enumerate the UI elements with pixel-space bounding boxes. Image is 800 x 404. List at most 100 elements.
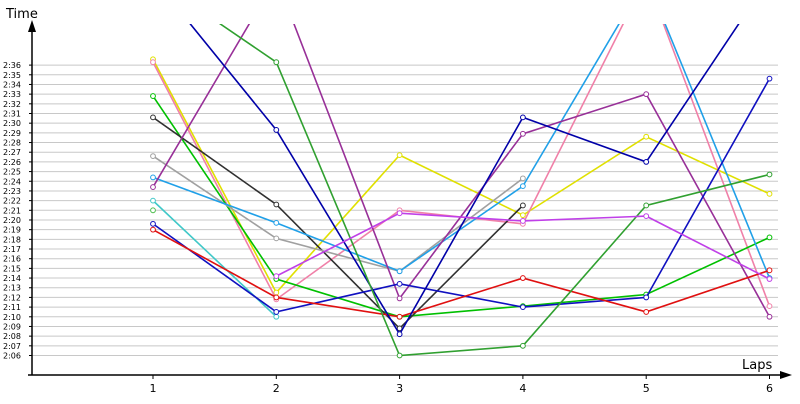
series-1-point xyxy=(643,133,650,140)
y-tick-label: 2:17 xyxy=(3,245,21,254)
y-tick-label: 2:27 xyxy=(3,148,21,157)
x-tick-label: 5 xyxy=(643,382,650,395)
series-13-point xyxy=(273,59,280,66)
series-13-line xyxy=(218,24,770,357)
series-10-point xyxy=(766,75,773,82)
y-tick-label: 2:29 xyxy=(3,129,21,138)
series-11-point xyxy=(643,309,650,315)
series-4-point xyxy=(150,114,156,121)
series-1-point xyxy=(766,190,773,197)
series-6-point xyxy=(520,183,526,190)
series-14 xyxy=(273,210,773,282)
x-axis-title: Laps xyxy=(742,358,772,373)
series-13-point xyxy=(766,171,773,178)
series-14-point xyxy=(766,276,773,282)
series-13-point xyxy=(520,342,526,349)
y-tick-label: 2:13 xyxy=(3,284,21,293)
series-7-point xyxy=(396,295,403,302)
y-tick-label: 2:20 xyxy=(3,216,21,225)
series-10-point xyxy=(396,280,403,287)
series-5-point xyxy=(150,153,156,159)
series-8-point xyxy=(273,313,280,320)
series-1-point xyxy=(396,152,403,159)
series-3-point xyxy=(766,234,773,241)
x-tick-label: 3 xyxy=(396,382,403,395)
series-1 xyxy=(150,56,773,296)
y-tick-label: 2:32 xyxy=(3,100,21,109)
x-tick-label: 2 xyxy=(273,382,280,395)
series-12-point xyxy=(520,114,526,121)
series-5-point xyxy=(520,175,526,182)
series-2-line xyxy=(152,24,771,307)
y-tick-label: 2:25 xyxy=(3,168,21,177)
y-tick-label: 2:19 xyxy=(3,226,21,235)
y-tick-label: 2:14 xyxy=(3,274,21,283)
y-tick-label: 2:11 xyxy=(3,303,21,312)
series-6 xyxy=(150,24,773,281)
series-11-point xyxy=(766,267,773,274)
series-4-point xyxy=(273,201,280,208)
series-12-point xyxy=(273,127,280,133)
y-tick-label: 2:12 xyxy=(3,293,21,302)
y-tick-label: 2:06 xyxy=(3,352,21,361)
series-6-line xyxy=(152,24,771,279)
y-axis-title: Time xyxy=(5,7,38,22)
series-11-point xyxy=(520,275,526,281)
y-tick-label: 2:28 xyxy=(3,139,21,148)
series-3-line xyxy=(152,95,770,318)
series-12-line xyxy=(189,24,740,336)
series-5-point xyxy=(273,235,280,242)
series-8-point xyxy=(150,197,156,204)
x-axis-arrow xyxy=(780,371,792,379)
series-10 xyxy=(150,75,773,315)
series-10-line xyxy=(152,78,771,313)
y-tick-label: 2:30 xyxy=(3,119,21,128)
y-tick-label: 2:10 xyxy=(3,313,21,322)
series-6-point xyxy=(396,268,403,275)
series-7-point xyxy=(150,184,156,190)
series-12 xyxy=(189,24,740,338)
series-13-point xyxy=(396,352,403,359)
y-tick-label: 2:33 xyxy=(3,90,21,99)
series-9-point xyxy=(150,207,156,214)
series-10-point xyxy=(520,304,526,311)
x-tick-label: 4 xyxy=(519,382,526,395)
y-tick-label: 2:24 xyxy=(3,177,21,186)
series-6-point xyxy=(273,219,280,226)
series-9 xyxy=(150,207,156,214)
series-10-point xyxy=(643,294,650,301)
series-11 xyxy=(150,226,773,320)
y-tick-label: 2:21 xyxy=(3,206,21,215)
y-tick-label: 2:36 xyxy=(3,61,21,70)
y-tick-label: 2:34 xyxy=(3,80,21,89)
series-7-point xyxy=(520,130,526,137)
y-tick-label: 2:22 xyxy=(3,197,21,206)
series-12-point xyxy=(643,159,650,165)
series-2-point xyxy=(150,59,156,66)
series-14-point xyxy=(520,218,526,224)
series-11-line xyxy=(152,228,770,318)
series-2-point xyxy=(766,303,773,310)
y-tick-label: 2:07 xyxy=(3,342,21,351)
y-tick-label: 2:09 xyxy=(3,322,21,331)
x-tick-label: 1 xyxy=(150,382,157,395)
y-tick-label: 2:26 xyxy=(3,158,21,167)
series-7-point xyxy=(643,91,650,98)
y-tick-label: 2:18 xyxy=(3,235,21,244)
series-11-point xyxy=(273,294,280,301)
series-10-point xyxy=(273,309,280,315)
series-12-point xyxy=(396,331,403,338)
x-tick-label: 6 xyxy=(766,382,773,395)
y-tick-label: 2:16 xyxy=(3,255,21,264)
series-13-point xyxy=(643,202,650,209)
series-1-line xyxy=(152,58,770,294)
series-4-line xyxy=(152,116,524,330)
y-tick-label: 2:15 xyxy=(3,264,21,273)
series-7-point xyxy=(766,313,773,320)
series-7-line xyxy=(152,24,771,318)
series-11-point xyxy=(396,313,403,320)
y-tick-label: 2:23 xyxy=(3,187,21,196)
y-tick-label: 2:35 xyxy=(3,71,21,80)
